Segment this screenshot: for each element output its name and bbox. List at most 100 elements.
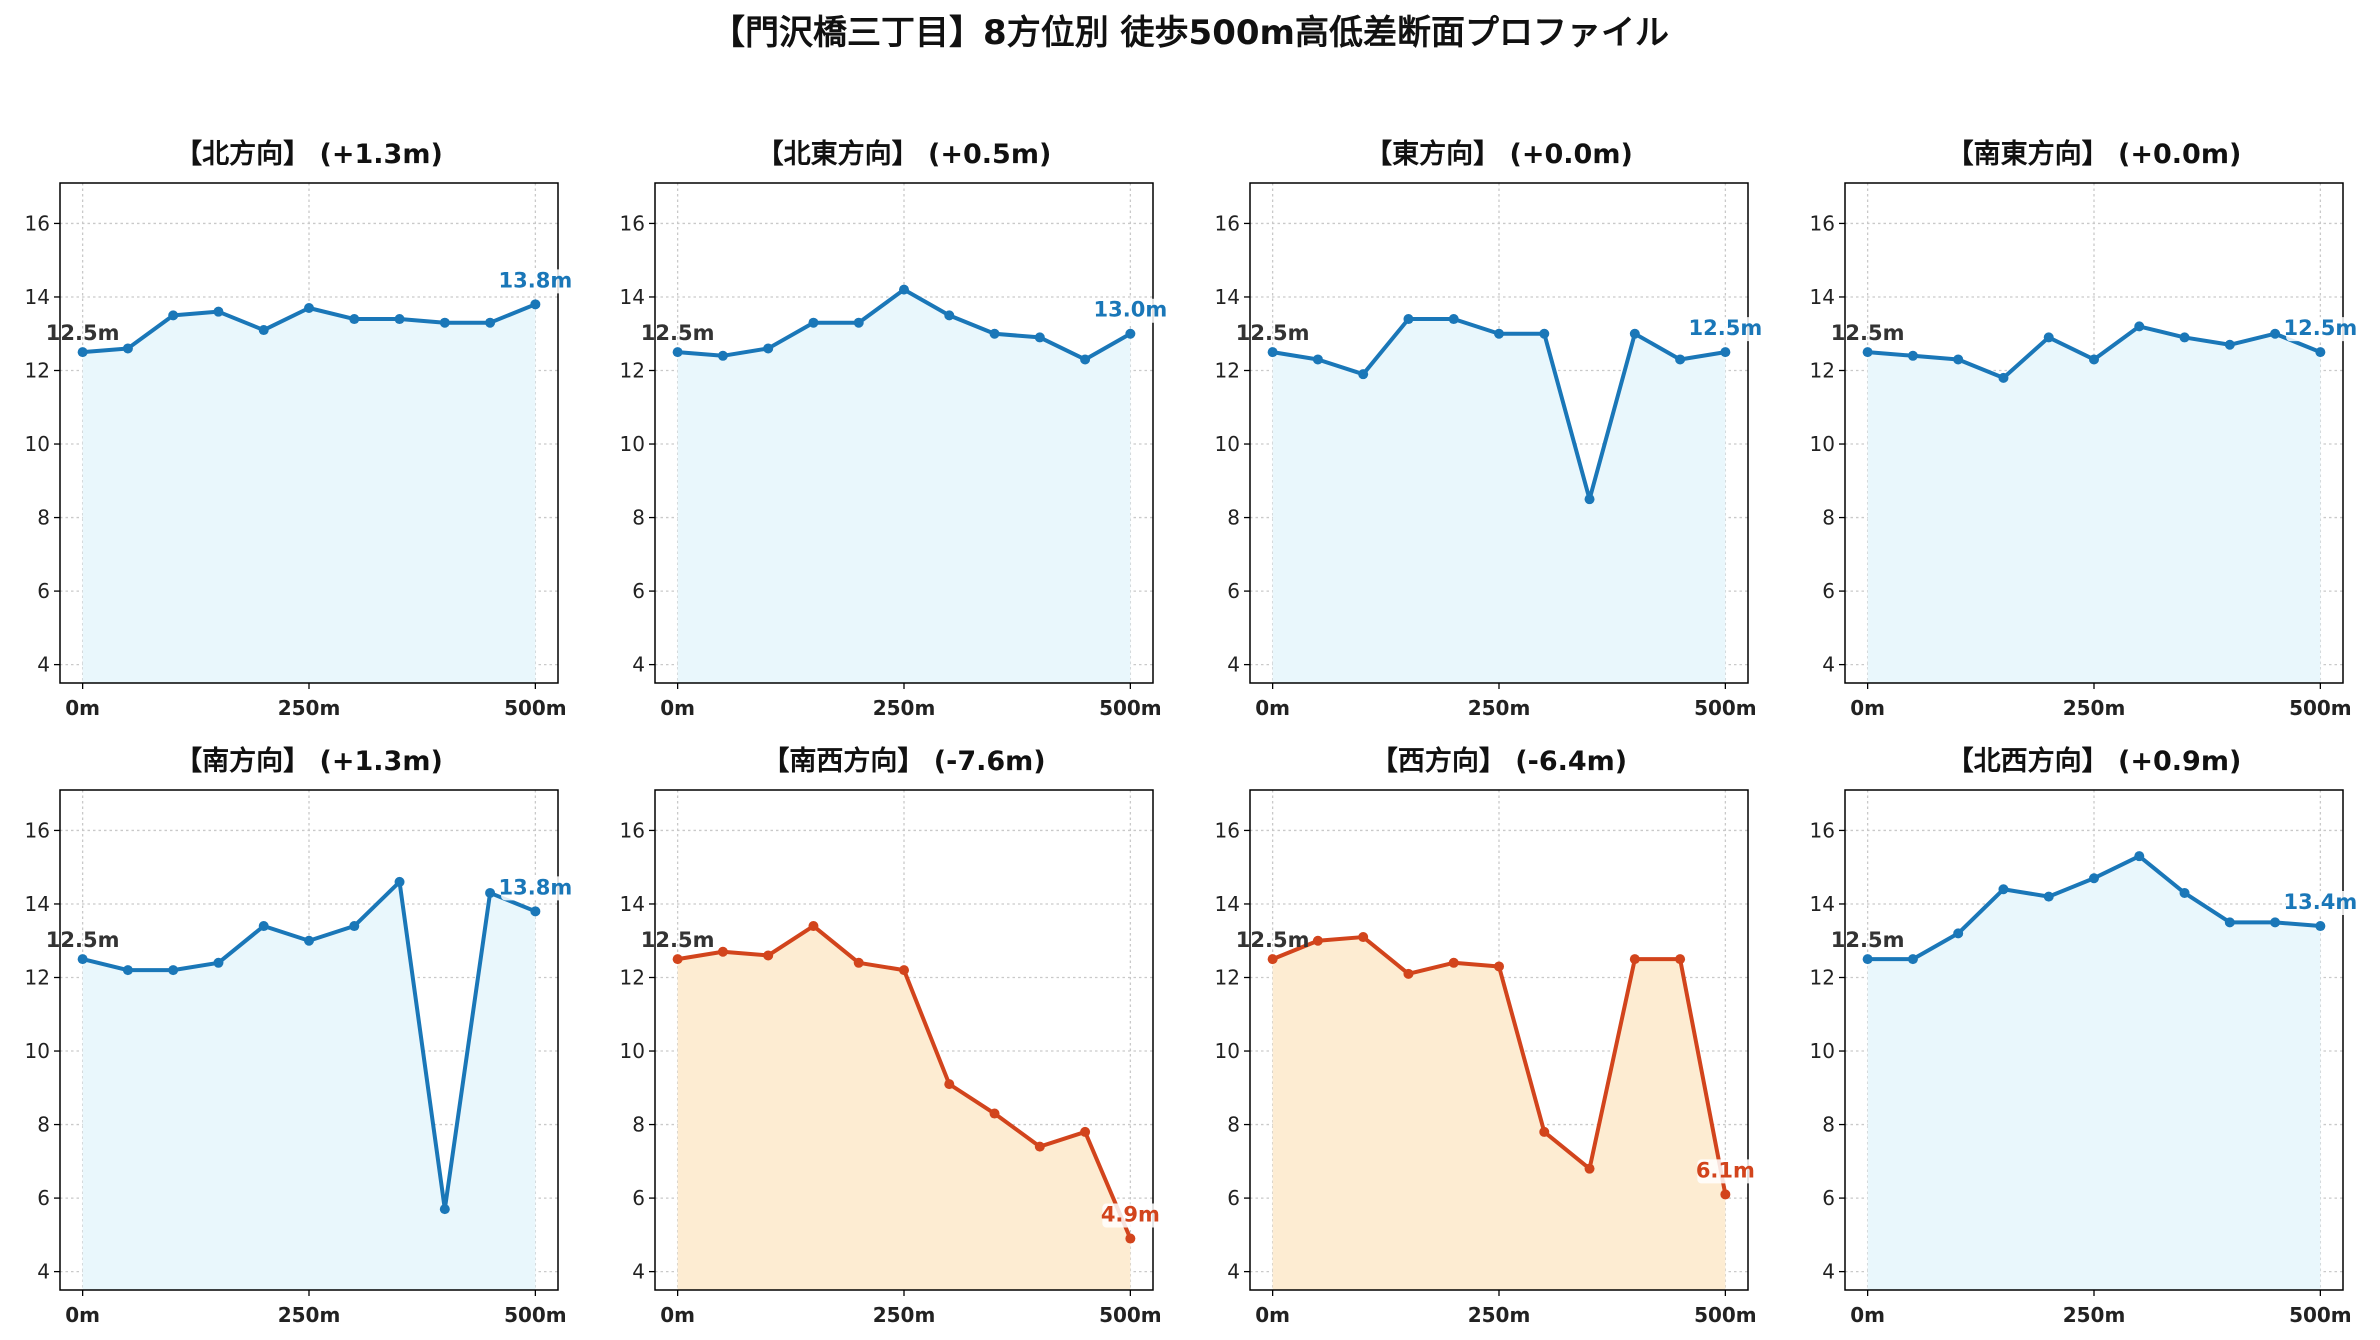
data-point xyxy=(2089,354,2099,365)
y-tick-label: 10 xyxy=(25,432,50,456)
y-tick-label: 4 xyxy=(632,653,645,677)
panel-title: 【南方向】 (+1.3m) xyxy=(175,745,443,777)
y-tick-label: 8 xyxy=(632,1113,645,1137)
y-tick-label: 16 xyxy=(620,818,645,842)
data-point xyxy=(1629,954,1640,965)
data-point xyxy=(530,299,541,310)
y-tick-label: 12 xyxy=(1215,966,1240,990)
data-point xyxy=(1403,968,1414,979)
x-tick-label: 250m xyxy=(2063,1303,2126,1327)
end-label-background xyxy=(1102,1203,1159,1228)
x-tick-label: 250m xyxy=(873,1303,936,1327)
start-elevation-label: 12.5m xyxy=(1831,928,1905,952)
y-tick-label: 8 xyxy=(37,1113,50,1137)
start-elevation-label: 12.5m xyxy=(46,321,120,345)
data-point xyxy=(1358,932,1369,943)
data-point xyxy=(485,317,496,328)
data-point xyxy=(899,284,909,295)
y-tick-label: 12 xyxy=(25,359,50,383)
data-point xyxy=(1539,328,1550,339)
data-point xyxy=(2179,332,2190,343)
end-elevation-label: 4.9m xyxy=(1101,1203,1160,1227)
data-point xyxy=(2224,339,2235,350)
data-point xyxy=(1494,961,1504,972)
panel-title: 【北東方向】 (+0.5m) xyxy=(757,138,1052,170)
y-tick-label: 10 xyxy=(620,432,645,456)
data-point xyxy=(530,906,541,917)
end-label-background xyxy=(2286,891,2355,916)
x-tick-label: 500m xyxy=(504,1303,567,1327)
x-tick-label: 250m xyxy=(278,1303,341,1327)
data-point xyxy=(2089,873,2099,884)
y-tick-label: 8 xyxy=(1227,506,1240,530)
x-tick-label: 0m xyxy=(65,696,100,720)
data-point xyxy=(349,314,360,325)
chart-panel: 【東方向】 (+0.0m) 4 6 8 10 12 14 16 0m 250m 500m 12.5m 1… xyxy=(1215,138,1763,720)
elevation-area xyxy=(1272,937,1726,1290)
data-point xyxy=(1862,954,1873,965)
end-label-background xyxy=(501,876,570,901)
y-tick-label: 6 xyxy=(632,1186,645,1210)
x-tick-label: 500m xyxy=(1694,696,1757,720)
y-tick-label: 6 xyxy=(37,1186,50,1210)
end-label-background xyxy=(1691,317,1760,342)
data-point xyxy=(213,306,224,317)
y-tick-label: 4 xyxy=(632,1260,645,1284)
data-point xyxy=(1584,494,1595,505)
data-point xyxy=(672,347,683,358)
x-tick-label: 0m xyxy=(660,696,695,720)
y-tick-label: 10 xyxy=(1810,1039,1835,1063)
data-point xyxy=(1998,884,2009,895)
data-point xyxy=(439,317,450,328)
data-point xyxy=(1125,1233,1136,1244)
y-tick-label: 12 xyxy=(620,966,645,990)
data-point xyxy=(672,954,683,965)
figure-title: 【門沢橋三丁目】8方位別 徒歩500m高低差断面プロファイル xyxy=(711,13,1669,53)
data-point xyxy=(1675,354,1686,365)
area-group xyxy=(1862,851,2326,1290)
x-tick-label: 250m xyxy=(1468,1303,1531,1327)
end-elevation-label: 13.0m xyxy=(1094,298,1168,322)
y-tick-label: 10 xyxy=(1810,432,1835,456)
y-tick-label: 16 xyxy=(25,818,50,842)
y-tick-label: 14 xyxy=(25,892,50,916)
data-point xyxy=(2134,321,2145,332)
data-point xyxy=(1403,314,1414,325)
y-tick-label: 12 xyxy=(620,359,645,383)
end-elevation-label: 6.1m xyxy=(1696,1158,1755,1182)
y-tick-label: 6 xyxy=(1227,579,1240,603)
data-point xyxy=(944,1079,955,1090)
y-tick-label: 12 xyxy=(1215,359,1240,383)
elevation-area xyxy=(1867,856,2321,1290)
data-point xyxy=(1358,369,1369,380)
data-point xyxy=(989,1108,1000,1119)
y-tick-label: 10 xyxy=(620,1039,645,1063)
data-point xyxy=(1034,1141,1045,1152)
y-tick-label: 10 xyxy=(25,1039,50,1063)
data-point xyxy=(2315,921,2326,932)
elevation-area xyxy=(1272,319,1726,683)
elevation-area xyxy=(1867,326,2321,683)
data-point xyxy=(1907,954,1918,965)
y-tick-label: 4 xyxy=(1822,1260,1835,1284)
data-point xyxy=(853,957,864,968)
x-tick-label: 250m xyxy=(2063,696,2126,720)
data-point xyxy=(304,303,314,313)
panel-title: 【北方向】 (+1.3m) xyxy=(175,138,443,170)
data-point xyxy=(899,965,909,976)
y-tick-label: 14 xyxy=(1810,892,1835,916)
panel-title: 【東方向】 (+0.0m) xyxy=(1365,138,1633,170)
panel-title: 【南東方向】 (+0.0m) xyxy=(1947,138,2242,170)
chart-panel: 【北東方向】 (+0.5m) 4 6 8 10 12 14 16 0m 250m 500m 12.5m… xyxy=(620,138,1168,720)
elevation-area xyxy=(677,926,1131,1290)
y-tick-label: 16 xyxy=(620,211,645,235)
data-point xyxy=(1953,928,1964,939)
panel-title: 【北西方向】 (+0.9m) xyxy=(1947,745,2242,777)
data-point xyxy=(1080,1126,1091,1137)
y-tick-label: 14 xyxy=(25,285,50,309)
x-tick-label: 500m xyxy=(1694,1303,1757,1327)
data-point xyxy=(808,921,819,932)
data-point xyxy=(1953,354,1964,365)
data-point xyxy=(1998,372,2009,383)
